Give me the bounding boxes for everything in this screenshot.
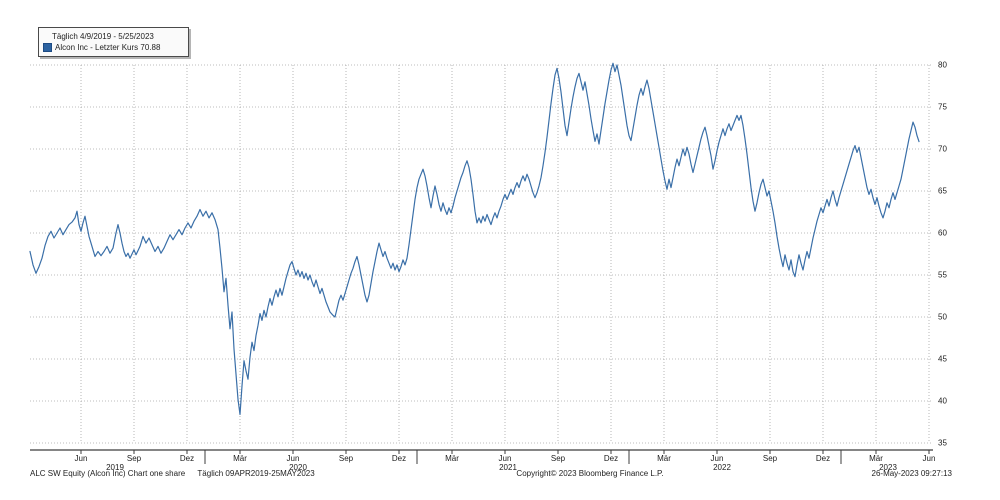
x-tick-label: Mär — [445, 454, 459, 463]
y-tick-label: 35 — [938, 439, 947, 448]
year-label: 2020 — [289, 463, 307, 472]
footer-date-range: Täglich 09APR2019-25MAY2023 — [197, 469, 315, 478]
x-tick-label: Dez — [392, 454, 406, 463]
y-tick-label: 55 — [938, 271, 947, 280]
footer-timestamp: 26-May-2023 09:27:13 — [871, 469, 953, 478]
year-label: 2022 — [713, 463, 731, 472]
x-tick-label: Mär — [657, 454, 671, 463]
y-tick-label: 60 — [938, 229, 947, 238]
year-label: 2023 — [879, 463, 897, 472]
x-tick-label: Sep — [763, 454, 778, 463]
y-tick-label: 80 — [938, 61, 947, 70]
y-tick-label: 45 — [938, 355, 947, 364]
x-tick-label: Sep — [551, 454, 566, 463]
year-label: 2019 — [106, 463, 124, 472]
footer-copyright: Copyright© 2023 Bloomberg Finance L.P. — [516, 469, 664, 478]
x-tick-label: Jun — [75, 454, 88, 463]
x-tick-label: Mär — [233, 454, 247, 463]
x-tick-label: Jun — [711, 454, 724, 463]
x-tick-label: Jun — [499, 454, 512, 463]
legend-series-row: Alcon Inc - Letzter Kurs 70.88 — [43, 42, 183, 53]
x-tick-label: Jun — [287, 454, 300, 463]
x-tick-label: Mär — [869, 454, 883, 463]
x-tick-label: Dez — [816, 454, 830, 463]
footer-instrument-text: ALC SW Equity (Alcon Inc) Chart one shar… — [30, 469, 186, 478]
x-tick-label: Sep — [339, 454, 354, 463]
chart-legend: Täglich 4/9/2019 - 5/25/2023 Alcon Inc -… — [38, 27, 189, 57]
x-tick-label: Dez — [180, 454, 194, 463]
x-tick-label: Sep — [127, 454, 142, 463]
y-tick-label: 40 — [938, 397, 947, 406]
y-tick-label: 70 — [938, 145, 947, 154]
x-tick-label: Jun — [923, 454, 936, 463]
chart-footer: ALC SW Equity (Alcon Inc) Chart one shar… — [0, 469, 1000, 483]
y-tick-label: 65 — [938, 187, 947, 196]
y-tick-label: 50 — [938, 313, 947, 322]
x-tick-label: Dez — [604, 454, 618, 463]
series-color-swatch-icon — [43, 43, 52, 52]
year-label: 2021 — [499, 463, 517, 472]
price-line — [29, 62, 920, 415]
legend-period: Täglich 4/9/2019 - 5/25/2023 — [52, 32, 154, 41]
legend-series-label: Alcon Inc - Letzter Kurs 70.88 — [55, 43, 161, 52]
y-tick-label: 75 — [938, 103, 947, 112]
footer-instrument: ALC SW Equity (Alcon Inc) Chart one shar… — [30, 469, 315, 478]
